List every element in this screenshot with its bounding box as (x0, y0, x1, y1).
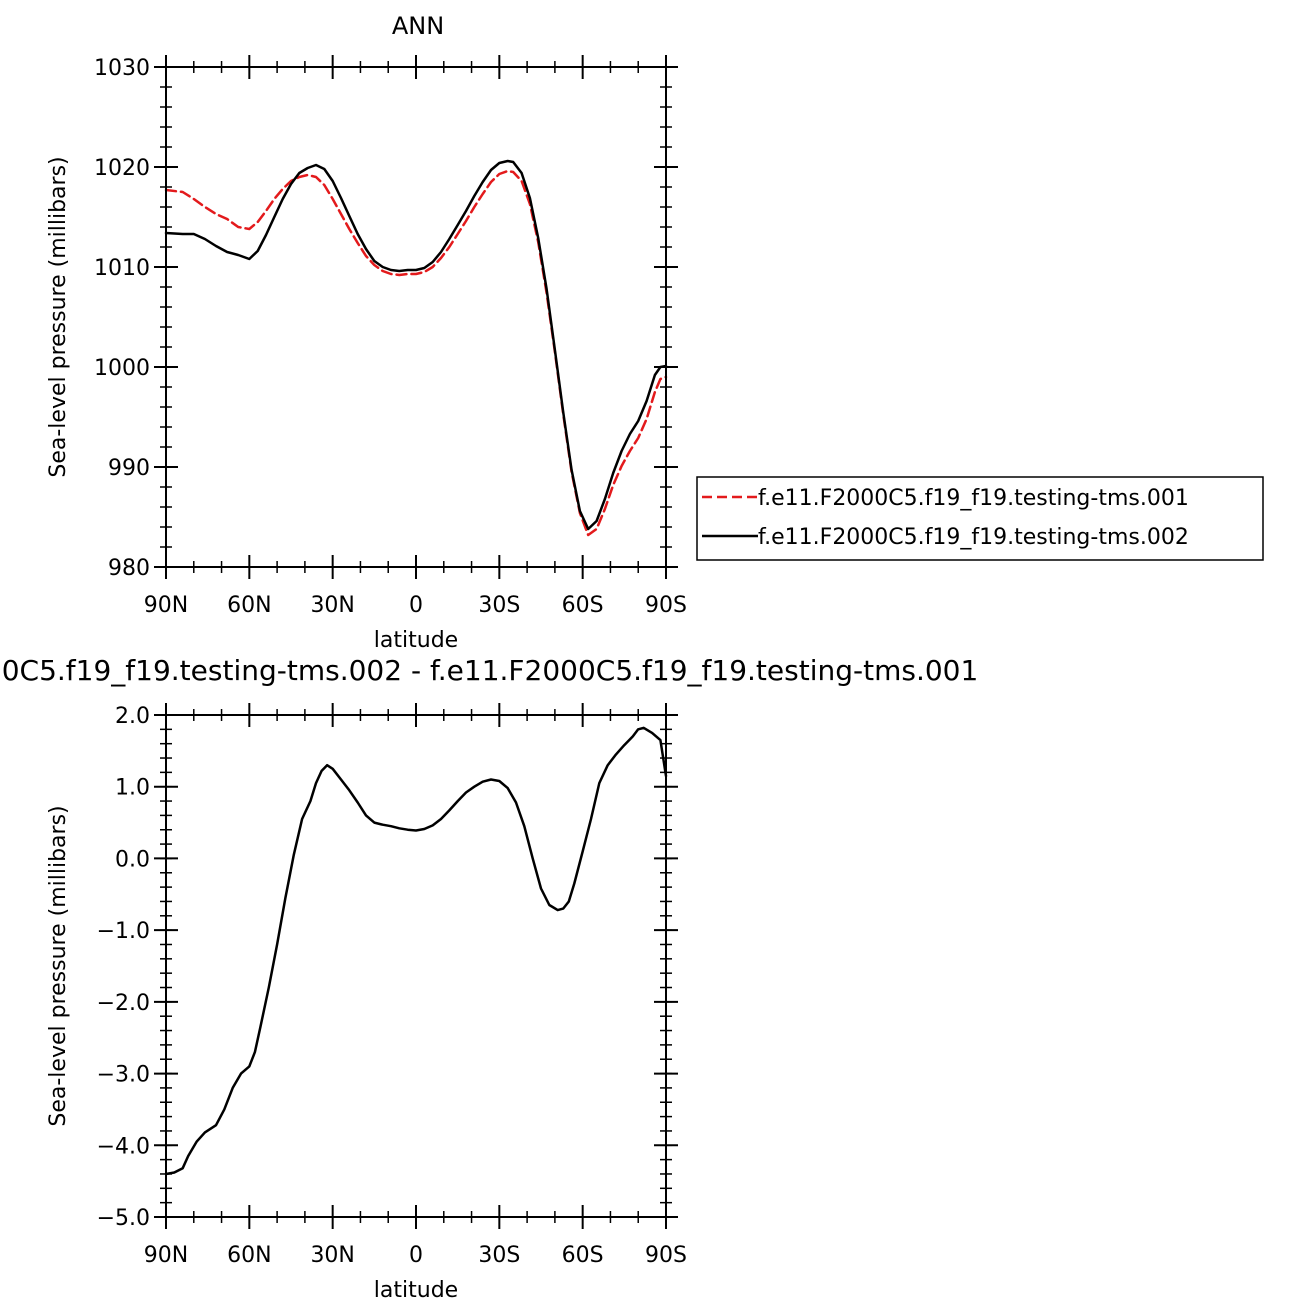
x-tick-label: 30N (310, 1243, 354, 1268)
legend-label-series-001: f.e11.F2000C5.f19_f19.testing-tms.001 (758, 486, 1189, 511)
y-tick-label: 1010 (94, 256, 150, 281)
bottom-plot-frame (165, 714, 667, 1218)
legend-box (696, 476, 1264, 561)
bottom-y-axis-label: Sea-level pressure (millibars) (46, 805, 71, 1126)
y-tick-label: 990 (108, 456, 150, 481)
x-tick-label: 60N (227, 1243, 271, 1268)
legend: f.e11.F2000C5.f19_f19.testing-tms.001 f.… (696, 476, 1264, 561)
top-y-axis-label: Sea-level pressure (millibars) (46, 156, 71, 477)
top-plot-frame (165, 66, 667, 568)
top-axis-ticks (154, 55, 678, 579)
bottom-panel: f.e11.F2000C5.f19_f19.testing-tms.002 - … (0, 654, 978, 1303)
top-y-tick-labels: 980 990 1000 1010 1020 1030 (94, 56, 150, 581)
x-tick-label: 60S (562, 1243, 604, 1268)
y-tick-label: −3.0 (97, 1063, 150, 1088)
y-tick-label: 980 (108, 556, 150, 581)
x-tick-label: 90S (645, 1243, 687, 1268)
bottom-series-lines (164, 726, 668, 1176)
series-line-0-0 (164, 169, 668, 537)
bottom-chart-title: f.e11.F2000C5.f19_f19.testing-tms.002 - … (0, 654, 978, 687)
y-tick-label: 1000 (94, 356, 150, 381)
x-tick-label: 90N (144, 1243, 188, 1268)
top-panel: ANN 980 990 1000 1010 1020 1030 90N 60N 30N 0 30S… (46, 12, 1264, 653)
y-tick-label: −4.0 (97, 1134, 150, 1159)
y-tick-label: −5.0 (97, 1206, 150, 1231)
x-tick-label: 30S (478, 593, 520, 618)
x-tick-label: 0 (409, 593, 423, 618)
legend-label-series-002: f.e11.F2000C5.f19_f19.testing-tms.002 (758, 525, 1189, 550)
x-tick-label: 90S (645, 593, 687, 618)
series-line-0-1 (164, 159, 668, 531)
x-tick-label: 60N (227, 593, 271, 618)
x-tick-label: 0 (409, 1243, 423, 1268)
y-tick-label: 0.0 (115, 847, 150, 872)
y-tick-label: 1020 (94, 156, 150, 181)
x-tick-label: 90N (144, 593, 188, 618)
y-tick-label: 1.0 (115, 776, 150, 801)
x-tick-label: 30N (310, 593, 354, 618)
x-tick-label: 60S (562, 593, 604, 618)
bottom-y-tick-labels: 2.0 1.0 0.0 −1.0 −2.0 −3.0 −4.0 −5.0 (97, 704, 150, 1231)
bottom-x-tick-labels: 90N 60N 30N 0 30S 60S 90S (144, 1243, 687, 1268)
y-tick-label: 1030 (94, 56, 150, 81)
top-x-axis-label: latitude (374, 628, 458, 653)
series-line-1-0 (164, 726, 668, 1176)
y-tick-label: −2.0 (97, 991, 150, 1016)
top-x-tick-labels: 90N 60N 30N 0 30S 60S 90S (144, 593, 687, 618)
bottom-x-axis-label: latitude (374, 1278, 458, 1303)
top-series-lines (164, 159, 668, 537)
x-tick-label: 30S (478, 1243, 520, 1268)
top-chart-title: ANN (392, 12, 444, 40)
y-tick-label: 2.0 (115, 704, 150, 729)
y-tick-label: −1.0 (97, 919, 150, 944)
